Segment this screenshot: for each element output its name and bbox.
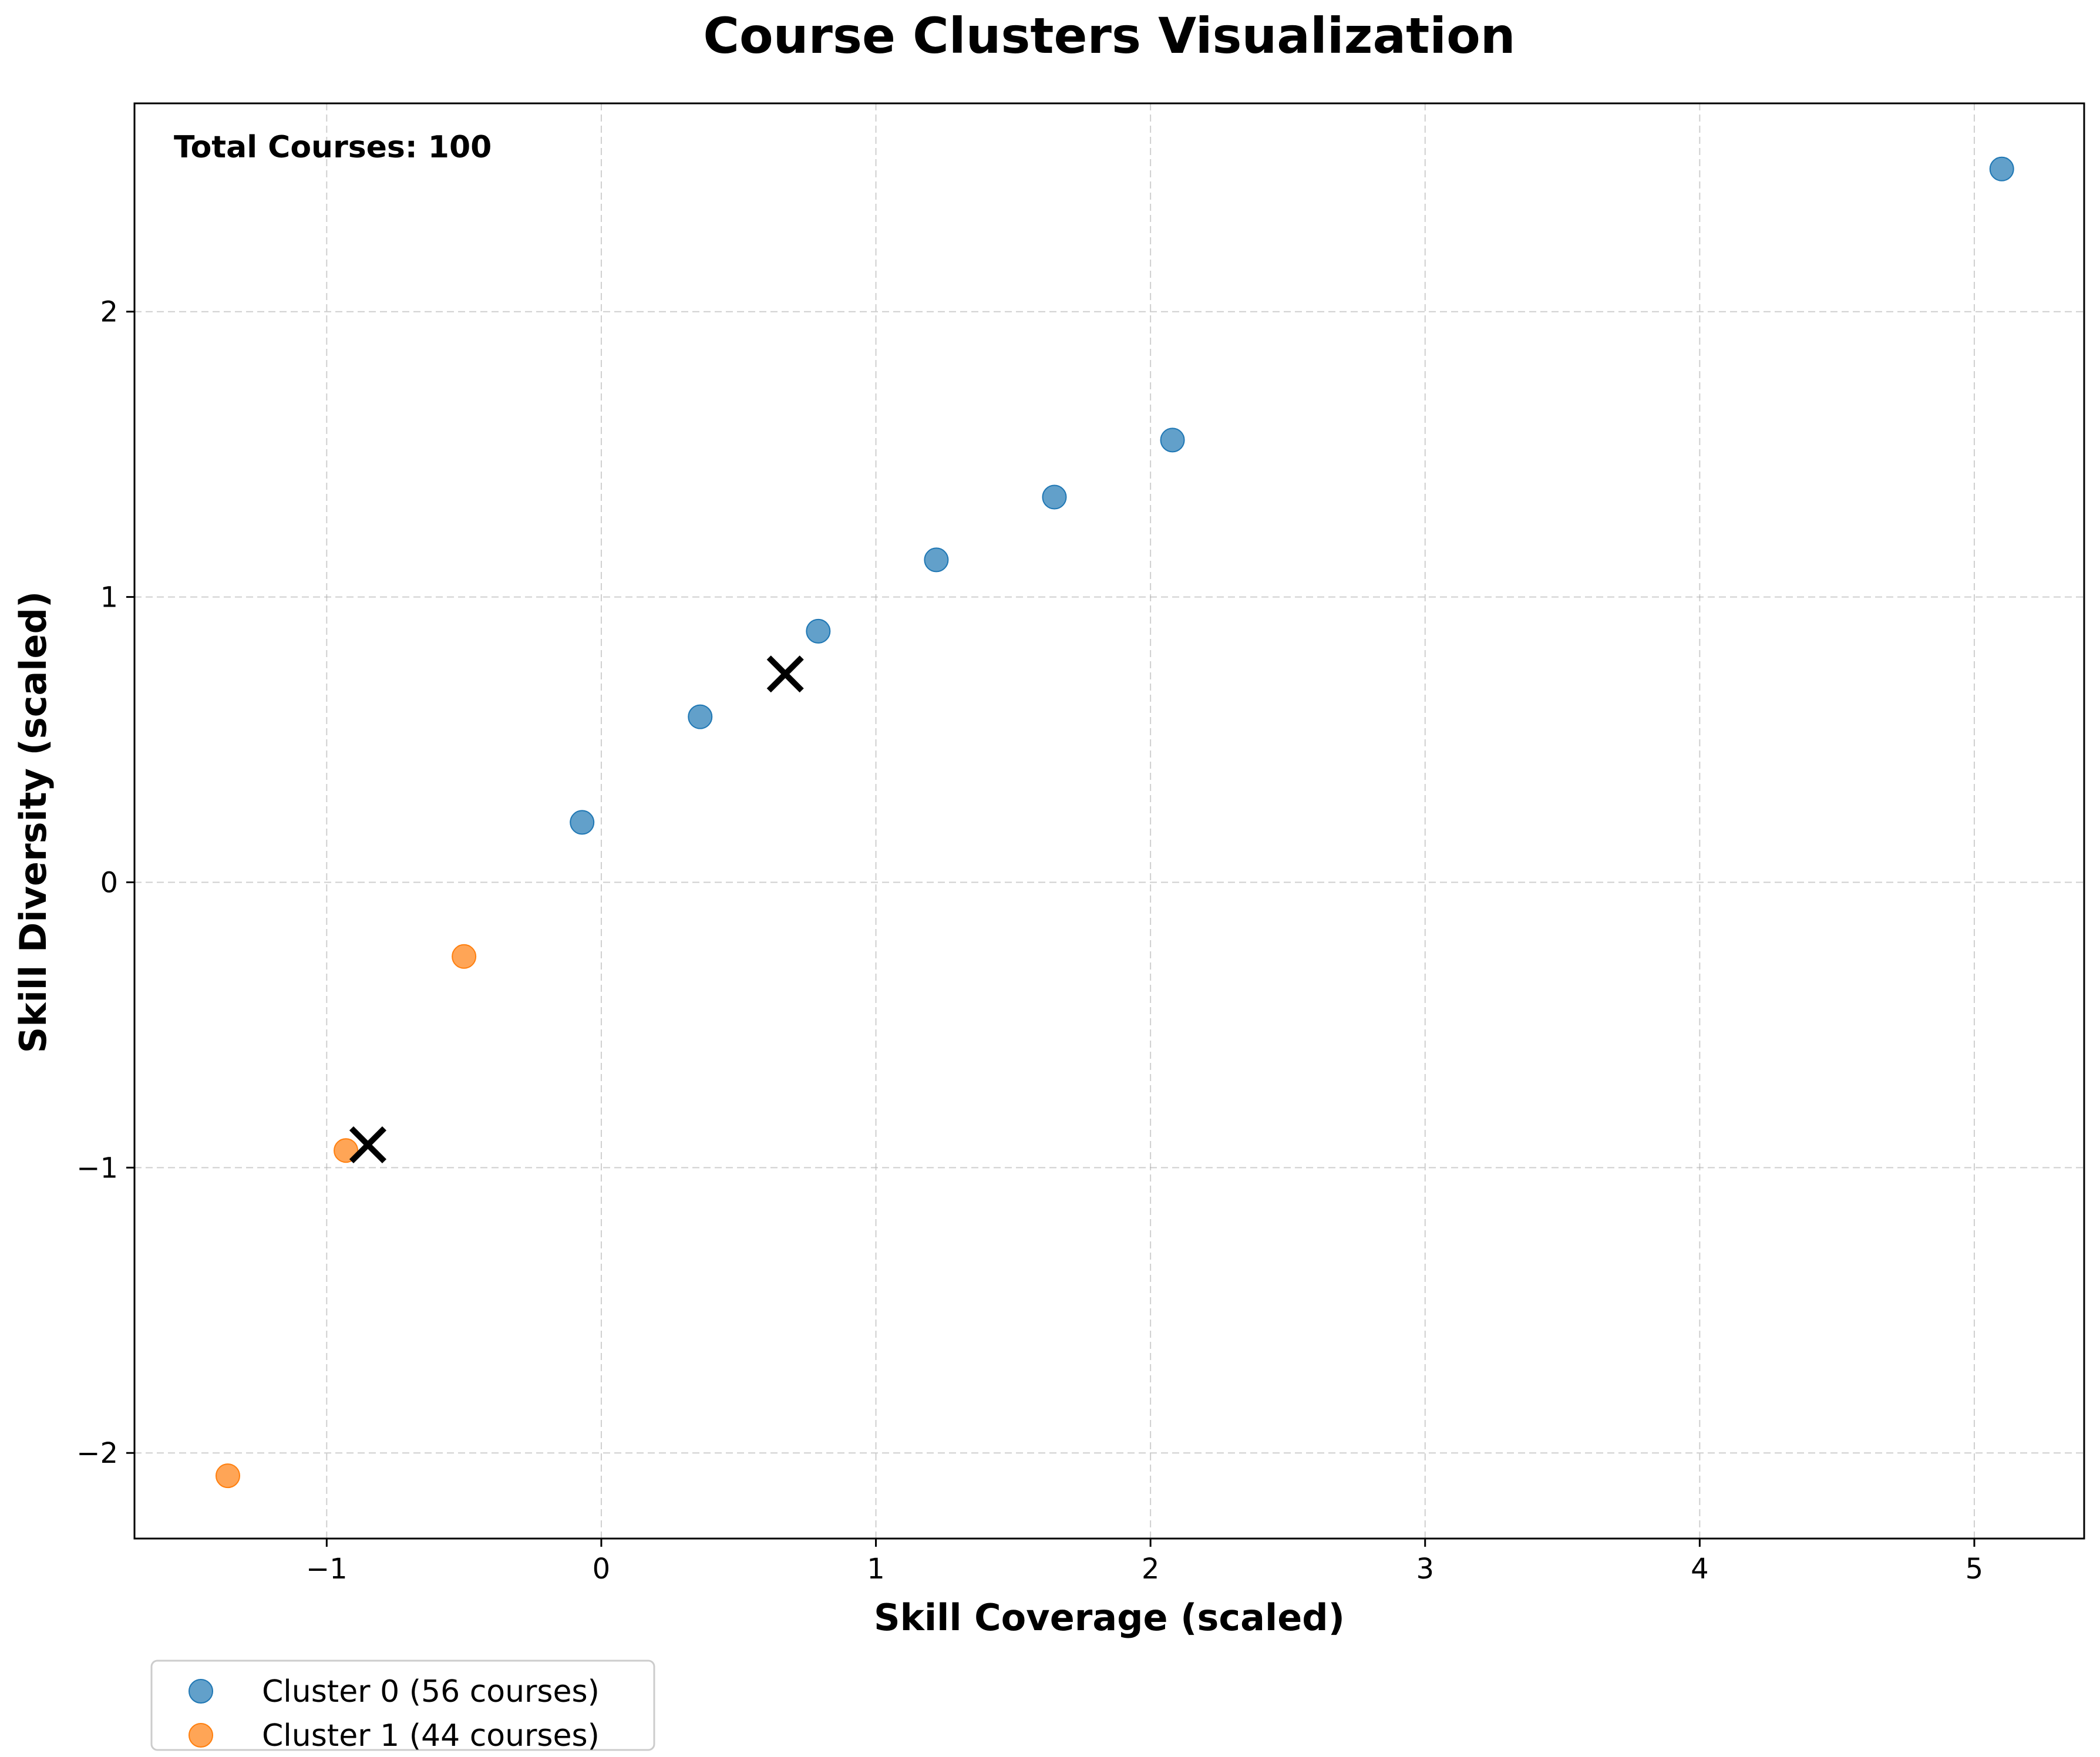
y-tick-label: 1	[100, 581, 118, 614]
total-courses-annotation: Total Courses: 100	[174, 130, 492, 165]
centroid-marker	[349, 1126, 387, 1164]
x-tick-label: 4	[1691, 1553, 1709, 1586]
cluster-0-point	[1989, 156, 2014, 181]
legend: Cluster 0 (56 courses) Cluster 1 (44 cour…	[150, 1660, 655, 1753]
cluster-0-point	[806, 618, 831, 644]
legend-marker-cluster-0	[189, 1679, 213, 1704]
plot-frame	[133, 102, 2085, 1540]
x-tick-label: −1	[306, 1553, 348, 1586]
legend-label-cluster-1: Cluster 1 (44 courses)	[262, 1718, 600, 1753]
chart-title: Course Clusters Visualization	[703, 7, 1515, 65]
x-tick-label: 2	[1142, 1553, 1160, 1586]
cluster-0-point	[1042, 484, 1067, 510]
cluster-0-point	[688, 704, 713, 729]
grid	[134, 103, 2084, 1539]
centroid-stroke	[766, 655, 804, 693]
legend-label-cluster-0: Cluster 0 (56 courses)	[262, 1674, 600, 1709]
x-tick-label: 3	[1416, 1553, 1434, 1586]
cluster-1-point	[215, 1463, 240, 1489]
ticks: −1 0 1 2 3 4 5 −2 −1 0 1 2	[76, 296, 1983, 1586]
y-tick-label: −1	[76, 1152, 118, 1184]
y-tick-label: −2	[76, 1437, 118, 1470]
y-tick-label: 2	[100, 296, 118, 329]
legend-frame	[150, 1660, 655, 1751]
cluster-0-point	[924, 547, 949, 573]
legend-marker-cluster-1	[189, 1723, 213, 1748]
cluster-0-point	[570, 810, 595, 835]
x-tick-label: 5	[1966, 1553, 1984, 1586]
x-axis-label: Skill Coverage (scaled)	[874, 1596, 1345, 1639]
centroid-marker	[766, 655, 804, 693]
data-points	[215, 156, 2014, 1489]
cluster-0-point	[1160, 428, 1185, 453]
cluster-1-point	[452, 944, 477, 969]
y-tick-label: 0	[100, 866, 118, 899]
cluster-1-point	[334, 1138, 359, 1163]
centroid-stroke	[349, 1126, 387, 1164]
x-tick-label: 1	[867, 1553, 885, 1586]
x-tick-label: 0	[593, 1553, 611, 1586]
y-axis-label: Skill Diversity (scaled)	[12, 591, 55, 1053]
